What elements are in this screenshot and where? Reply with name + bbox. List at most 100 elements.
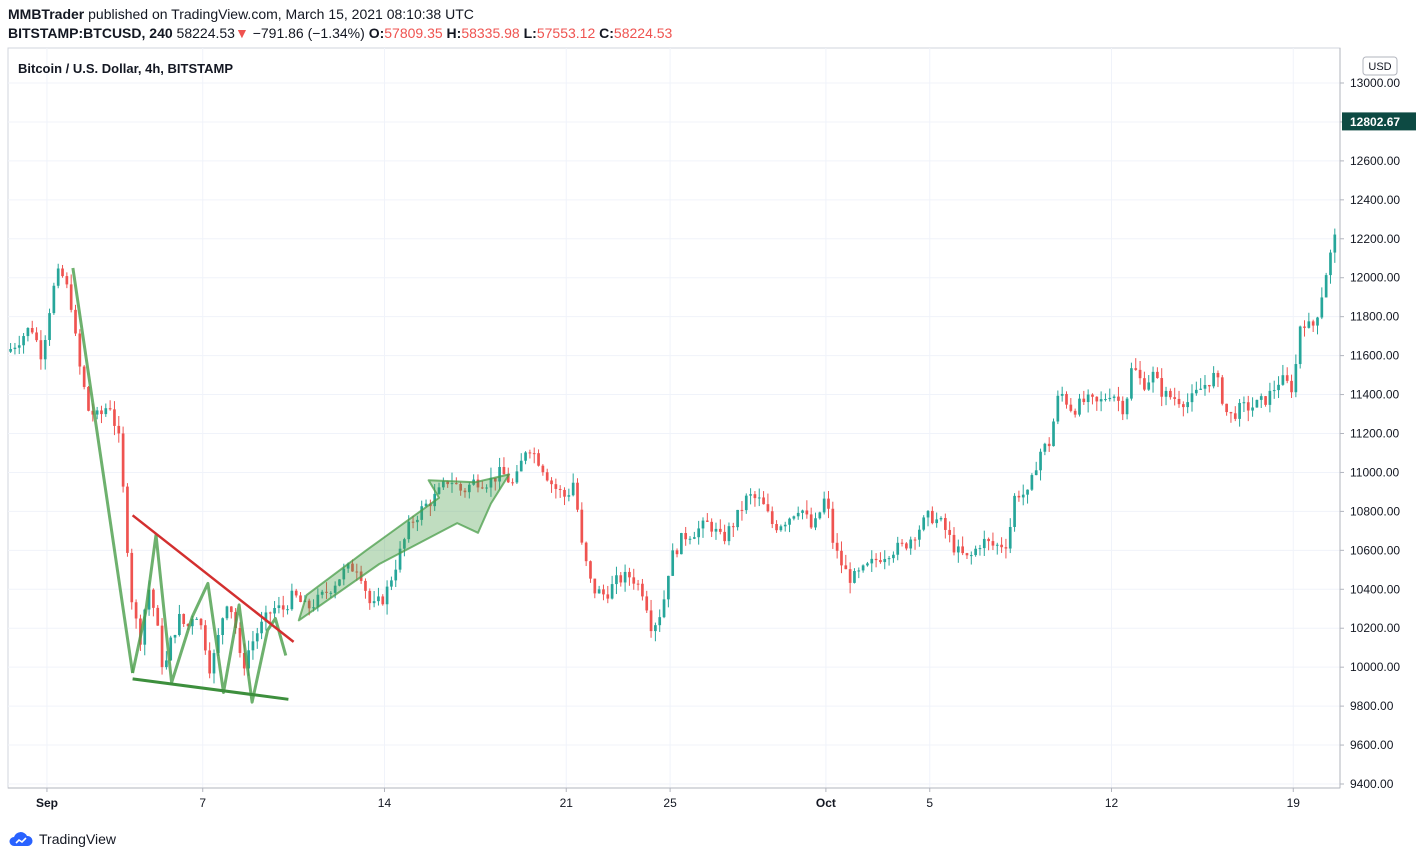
candle-body — [506, 474, 510, 483]
footer-brand[interactable]: TradingView — [8, 830, 116, 848]
candle-body — [1220, 377, 1224, 404]
candle-body — [260, 621, 263, 634]
y-tick-label: 13000.00 — [1350, 76, 1400, 90]
close-value: 58224.53 — [613, 25, 673, 41]
candle-body — [424, 503, 428, 507]
candle-body — [467, 484, 471, 493]
candle-body — [82, 366, 86, 387]
candle-body — [126, 486, 129, 553]
candle-body — [723, 531, 726, 542]
candle-body — [584, 542, 588, 562]
candle-body — [757, 497, 761, 499]
candle-body — [796, 512, 800, 517]
candle-body — [147, 589, 151, 610]
candle-body — [779, 526, 783, 531]
y-tick-label: 11200.00 — [1350, 427, 1399, 441]
candle-body — [662, 599, 666, 618]
last-price-tag: 12802.67 — [1342, 112, 1416, 131]
candle-body — [896, 542, 900, 555]
candle-body — [753, 494, 757, 499]
candle-body — [736, 509, 739, 528]
candle-body — [212, 653, 216, 674]
x-tick-label: 14 — [378, 796, 392, 810]
down-leg-line — [71, 267, 135, 674]
candle-body — [152, 589, 155, 608]
candle-body — [623, 571, 627, 583]
candle-body — [558, 488, 562, 490]
candle-body — [943, 517, 947, 530]
candle-body — [493, 477, 497, 482]
chart-frame — [7, 47, 1341, 789]
candle-body — [982, 538, 986, 549]
y-tick-label: 11600.00 — [1350, 349, 1399, 363]
candle-body — [918, 529, 921, 540]
candle-body — [277, 605, 281, 609]
author-name[interactable]: MMBTrader — [8, 6, 85, 22]
candle-body — [632, 577, 636, 584]
candle-body — [186, 623, 190, 627]
x-tick-label: 7 — [199, 796, 206, 810]
candle-body — [1264, 396, 1267, 405]
candle-body — [956, 546, 960, 553]
candle-body — [831, 508, 835, 543]
candle-body — [1246, 402, 1250, 411]
candle-body — [688, 538, 692, 540]
candle-body — [264, 612, 268, 622]
candle-body — [355, 571, 359, 573]
y-tick-label: 11000.00 — [1350, 465, 1399, 479]
candle-body — [861, 565, 865, 571]
candle-body — [1303, 326, 1306, 328]
y-tick-label: 10000.00 — [1350, 660, 1400, 674]
candle-body — [874, 558, 878, 561]
candle-body — [329, 592, 333, 594]
x-tick-label: 5 — [926, 796, 933, 810]
support-trendline — [132, 677, 289, 701]
price-chart[interactable]: 13000.0012800.0012600.0012400.0012200.00… — [0, 0, 1426, 830]
candle-body — [965, 553, 969, 556]
candle-body — [926, 510, 930, 518]
candle-body — [1073, 410, 1077, 415]
candle-body — [1030, 475, 1034, 490]
candle-body — [199, 618, 203, 626]
candle-body — [1021, 494, 1025, 498]
last-price-value: 12802.67 — [1350, 115, 1400, 129]
candle-body — [740, 509, 744, 511]
candle-body — [905, 543, 908, 549]
price-change: −791.86 (−1.34%) — [252, 25, 365, 41]
candle-body — [476, 479, 480, 488]
annotations-layer[interactable] — [71, 267, 511, 704]
candle-body — [1104, 399, 1107, 401]
time-axis[interactable]: Sep 7 14 21 25 Oct 5 12 19 — [36, 788, 1300, 810]
currency-label[interactable]: USD — [1368, 61, 1391, 73]
candle-body — [814, 518, 817, 528]
candles-layer — [9, 228, 1337, 684]
candle-body — [273, 608, 276, 614]
candle-body — [286, 609, 289, 611]
candle-body — [480, 487, 484, 489]
price-axis[interactable]: 13000.0012800.0012600.0012400.0012200.00… — [1340, 76, 1400, 791]
candle-body — [216, 635, 220, 654]
candle-body — [744, 495, 748, 511]
candle-body — [524, 452, 527, 461]
candle-body — [52, 285, 56, 314]
candle-body — [606, 594, 610, 599]
candle-body — [1125, 398, 1129, 415]
candle-body — [701, 520, 705, 529]
candle-body — [909, 539, 913, 549]
candle-body — [442, 481, 445, 488]
candle-body — [134, 602, 138, 619]
candle-body — [113, 409, 116, 426]
candle-body — [450, 483, 454, 485]
candle-body — [1272, 390, 1276, 392]
candle-body — [1069, 404, 1073, 411]
candle-body — [229, 606, 233, 613]
candle-body — [1251, 407, 1254, 411]
symbol-name[interactable]: BITSTAMP:BTCUSD, 240 — [8, 25, 173, 41]
candle-body — [307, 600, 311, 609]
candle-body — [351, 563, 354, 572]
currency-button[interactable] — [1362, 56, 1398, 76]
candle-body — [35, 332, 38, 341]
candle-body — [160, 625, 164, 668]
candle-body — [333, 585, 337, 593]
candle-body — [1134, 368, 1138, 370]
